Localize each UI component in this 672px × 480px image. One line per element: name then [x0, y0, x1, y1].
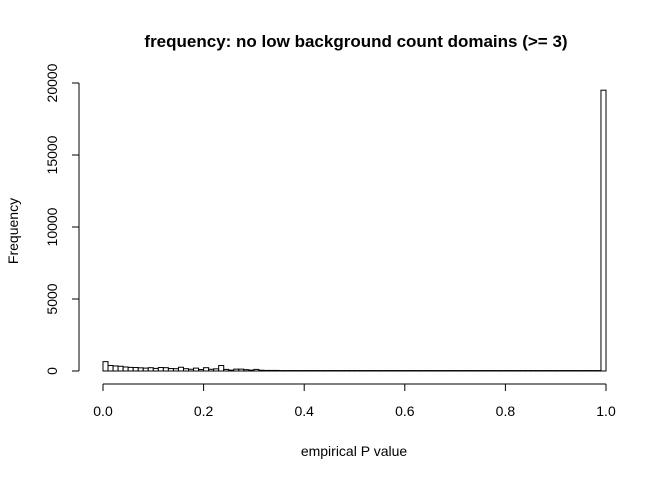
histogram-bar: [107, 365, 114, 372]
histogram-bar: [102, 361, 109, 372]
histogram-bar: [233, 368, 240, 372]
histogram-bar: [122, 366, 129, 372]
histogram-bar: [218, 365, 225, 372]
histogram-bar: [127, 366, 134, 372]
histogram-bar: [112, 365, 119, 372]
y-tick-label: 5000: [44, 283, 60, 314]
histogram-bar: [208, 368, 215, 372]
histogram-bar: [193, 367, 200, 372]
histogram-bar: [253, 368, 260, 372]
histogram-bar: [188, 368, 195, 372]
histogram-bar: [263, 369, 270, 372]
histogram-bar: [228, 369, 235, 372]
histogram-bar: [147, 367, 154, 372]
x-tick-label: 0.6: [395, 403, 415, 419]
histogram-bar: [223, 368, 230, 372]
histogram-bar: [268, 369, 275, 372]
chart-title: frequency: no low background count domai…: [144, 32, 567, 51]
histogram-bar: [258, 369, 265, 372]
histogram-bar: [167, 368, 174, 372]
histogram-bar: [248, 369, 255, 372]
histogram-bar: [600, 89, 607, 372]
x-tick-label: 0.2: [194, 403, 214, 419]
histogram-bar: [182, 368, 190, 372]
histogram-bar: [172, 368, 179, 372]
histogram-bar: [152, 367, 159, 372]
y-axis-label: Frequency: [5, 198, 21, 264]
histogram-bar: [157, 367, 164, 372]
y-tick-label: 10000: [44, 207, 60, 246]
histogram-bar: [177, 366, 184, 372]
y-tick-label: 15000: [44, 135, 60, 174]
histogram-bar: [238, 368, 245, 372]
histogram-bar: [137, 367, 144, 372]
y-axis: 0 5000 10000 15000 20000: [44, 63, 80, 375]
histogram-bar: [213, 368, 220, 372]
x-axis-label: empirical P value: [301, 443, 408, 459]
histogram-bar: [132, 367, 139, 372]
x-tick-label: 1.0: [596, 403, 616, 419]
histogram-bar: [117, 365, 124, 372]
histogram-bar: [243, 369, 250, 372]
x-tick-label: 0.8: [496, 403, 516, 419]
x-tick-label: 0.0: [93, 403, 113, 419]
histogram-bar: [198, 369, 205, 372]
y-tick-label: 0: [44, 367, 60, 375]
x-axis: 0.0 0.2 0.4 0.6 0.8 1.0: [93, 383, 616, 419]
x-tick-label: 0.4: [294, 403, 314, 419]
y-tick-label: 20000: [44, 63, 60, 102]
histogram-bar: [142, 367, 149, 372]
histogram-bars: [102, 89, 607, 372]
histogram-bar: [203, 367, 210, 372]
histogram-bar: [273, 369, 280, 372]
histogram-bar: [162, 367, 169, 372]
